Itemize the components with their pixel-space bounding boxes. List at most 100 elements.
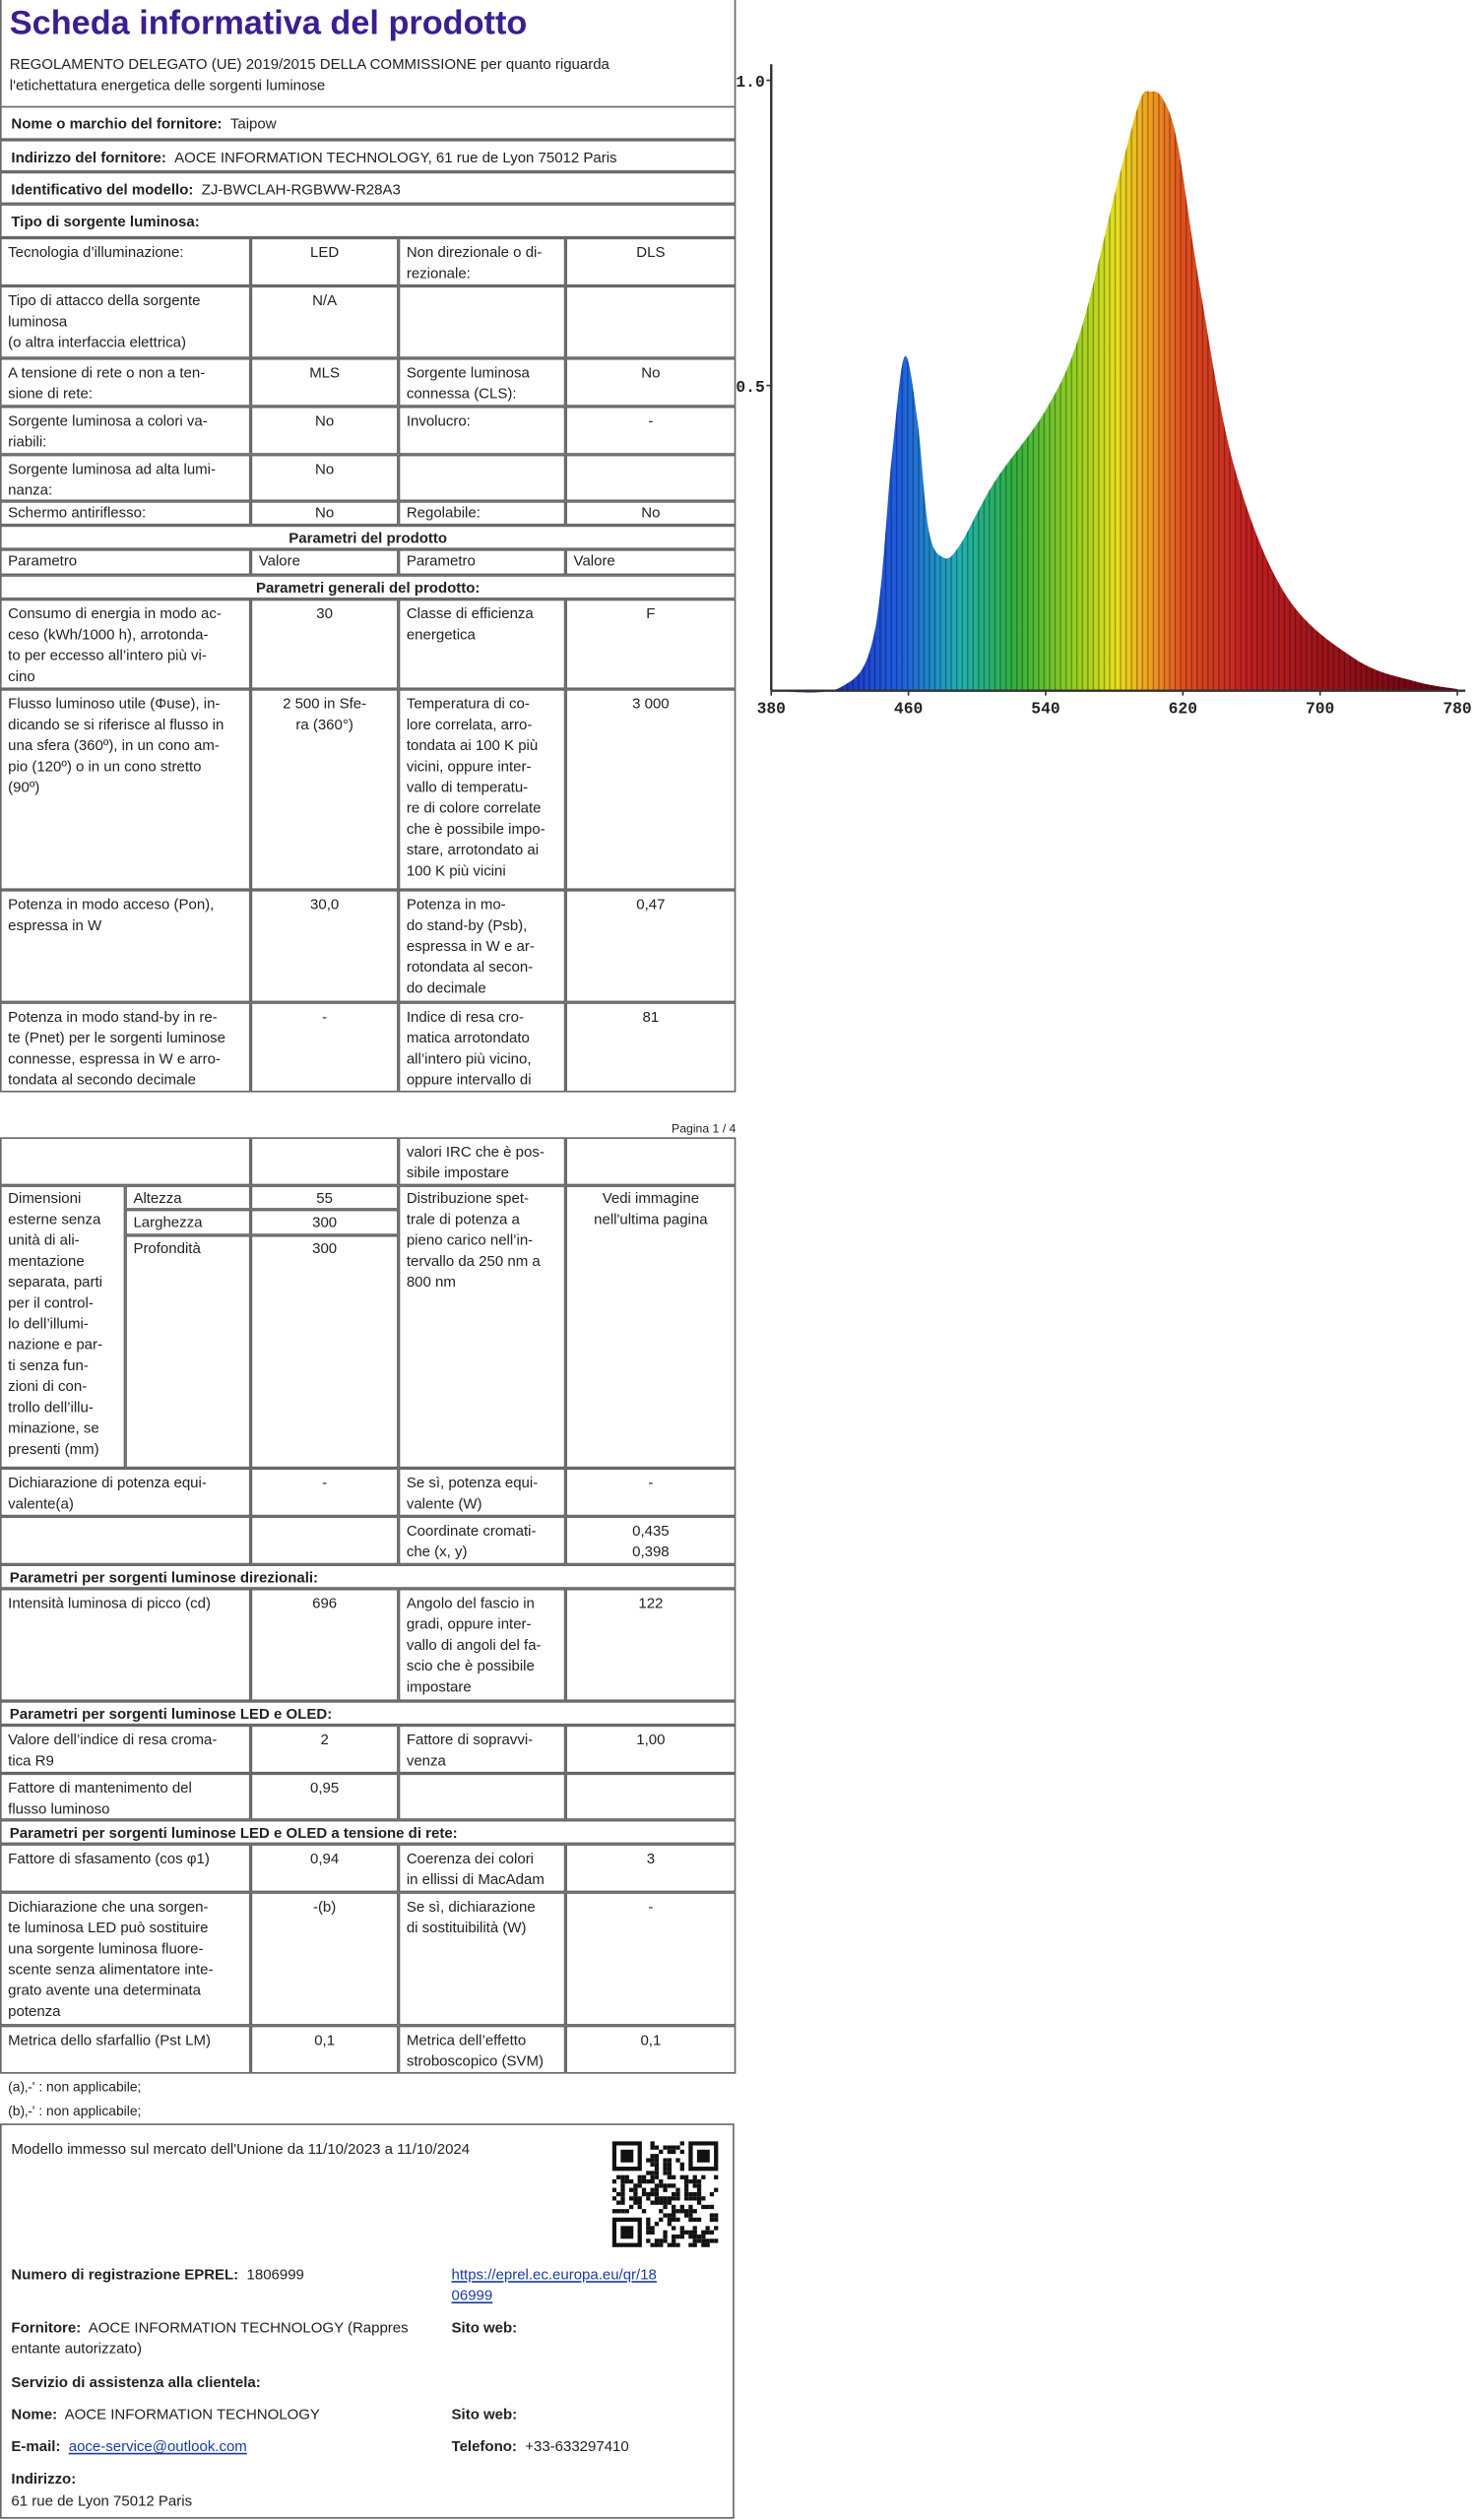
qr-module bbox=[688, 2191, 693, 2197]
cell-text: 2 500 in Sfe- bbox=[283, 695, 367, 712]
qr-module bbox=[620, 2191, 625, 2197]
cell-text: vallo di temperatu- bbox=[406, 779, 529, 795]
cell-text: Metrica dell’effetto bbox=[406, 2032, 527, 2048]
cell-text: Vedi immagine bbox=[602, 1190, 700, 1207]
qr-module bbox=[650, 2171, 655, 2175]
cell-text: Parametro bbox=[8, 552, 78, 569]
cell-text: vallo di angoli del fa- bbox=[406, 1636, 542, 1654]
section-heading: Parametri per sorgenti luminose LED e OL… bbox=[0, 1701, 737, 1726]
cell-text: nanza: bbox=[8, 481, 53, 498]
table-cell: Regolabile: bbox=[398, 501, 566, 526]
qr-module bbox=[696, 2217, 702, 2223]
cell-text: 0,398 bbox=[632, 1544, 670, 1560]
supplier-line: Tipo di sorgente luminosa: bbox=[11, 212, 725, 232]
cell-text: A tensione di rete o non a ten- bbox=[8, 364, 206, 381]
cell-text: ceso (kWh/1000 h), arrotonda- bbox=[8, 626, 209, 643]
qr-module bbox=[696, 2196, 702, 2201]
qr-module bbox=[672, 2217, 676, 2223]
eprel-link[interactable]: https://eprel.ec.europa.eu/qr/18 bbox=[451, 2266, 657, 2283]
table-cell: valori IRC che è pos-sibile impostare bbox=[398, 1137, 566, 1186]
table-cell: Valore bbox=[250, 549, 399, 576]
qr-module bbox=[659, 2217, 664, 2223]
qr-module bbox=[675, 2234, 680, 2239]
cell-text: 30 bbox=[316, 605, 333, 622]
table-cell: Parametro bbox=[398, 549, 566, 576]
qr-module bbox=[659, 2149, 664, 2155]
qr-module bbox=[667, 2171, 673, 2175]
qr-module bbox=[672, 2183, 676, 2188]
qr-module bbox=[672, 2149, 676, 2155]
qr-module bbox=[683, 2183, 689, 2188]
table-cell: LED bbox=[250, 237, 399, 286]
qr-module bbox=[641, 2209, 647, 2214]
cell-text: 0,1 bbox=[314, 2032, 336, 2048]
qr-module bbox=[692, 2178, 697, 2184]
qr-module bbox=[679, 2230, 684, 2235]
cell-text: do stand-by (Psb), bbox=[406, 916, 528, 934]
qr-module bbox=[688, 2213, 693, 2218]
table-cell: 300 bbox=[250, 1209, 399, 1235]
cell-text: Distribuzione spet- bbox=[406, 1190, 530, 1207]
table-cell: No bbox=[565, 501, 737, 526]
qr-module bbox=[672, 2145, 676, 2150]
value: ZJ-BWCLAH-RGBWW-R28A3 bbox=[201, 181, 401, 198]
table-cell: Se sì, potenza equi-valente (W) bbox=[398, 1468, 566, 1517]
cell-text: pio (120º) o in un cono stretto bbox=[8, 758, 202, 775]
qr-module bbox=[628, 2187, 634, 2192]
cell-text: zioni di con- bbox=[8, 1378, 88, 1395]
cell-text: Fattore di sfasamento (cos φ1) bbox=[8, 1850, 210, 1867]
qr-module bbox=[675, 2209, 680, 2214]
cell-text: grato avente una determinata bbox=[8, 1982, 202, 1998]
cell-text: 3 bbox=[646, 1850, 656, 1867]
cell-text: impostare bbox=[406, 1678, 472, 1695]
cell-text: Tecnologia d’illuminazione: bbox=[8, 244, 184, 261]
table-cell: 300 bbox=[250, 1234, 399, 1469]
qr-module bbox=[696, 2191, 702, 2197]
table-cell: Valore dell’indice di resa croma-tica R9 bbox=[0, 1725, 251, 1774]
spectrum-stripes bbox=[771, 91, 1458, 693]
cell-text: 300 bbox=[312, 1214, 338, 1230]
qr-module bbox=[616, 2200, 621, 2205]
cell-text: connessa (CLS): bbox=[406, 385, 517, 402]
qr-module bbox=[679, 2174, 684, 2179]
qr-module bbox=[714, 2174, 719, 2179]
table-cell: Metrica dell’effetto stroboscopico (SVM) bbox=[398, 2025, 566, 2074]
qr-module bbox=[611, 2209, 617, 2214]
table-cell bbox=[565, 1137, 737, 1186]
qr-module bbox=[654, 2145, 660, 2150]
value: AOCE INFORMATION TECHNOLOGY bbox=[64, 2406, 320, 2423]
qr-module bbox=[641, 2191, 647, 2197]
qr-module bbox=[663, 2187, 668, 2192]
qr-module bbox=[650, 2145, 655, 2150]
table-cell bbox=[250, 1137, 399, 1186]
cell-text: esterne senza bbox=[8, 1211, 101, 1228]
cell-text: No bbox=[641, 504, 661, 521]
qr-module bbox=[679, 2167, 684, 2172]
qr-module bbox=[654, 2171, 660, 2175]
qr-module bbox=[646, 2217, 651, 2223]
qr-module bbox=[650, 2242, 655, 2247]
spectrum-chart: 380 460 540 620 700 780 1.0 0.5 bbox=[736, 64, 1472, 719]
table-cell: 81 bbox=[565, 1002, 737, 1093]
label: Identificativo del modello: bbox=[11, 181, 194, 198]
qr-module bbox=[667, 2145, 673, 2150]
email-link[interactable]: aoce-service@outlook.com bbox=[68, 2438, 247, 2455]
qr-module bbox=[696, 2183, 702, 2188]
label: Nome: bbox=[11, 2406, 58, 2423]
qr-module bbox=[620, 2209, 625, 2214]
table-cell: Indice di resa cro-matica arrotondato all… bbox=[398, 1002, 566, 1093]
table-cell: A tensione di rete o non a ten-sione di … bbox=[0, 357, 251, 407]
qr-module bbox=[672, 2213, 676, 2218]
qr-module bbox=[672, 2234, 676, 2239]
cell-text: tondata ai 100 K più bbox=[406, 736, 539, 754]
qr-module bbox=[620, 2183, 625, 2188]
eprel-link[interactable]: 06999 bbox=[451, 2287, 493, 2304]
table-cell: Dichiarazione che una sorgen-te luminosa… bbox=[0, 1892, 251, 2026]
qr-module bbox=[705, 2226, 710, 2231]
cell-text: 0,47 bbox=[636, 896, 666, 913]
table-cell: 1,00 bbox=[565, 1725, 737, 1774]
qr-module bbox=[696, 2149, 710, 2163]
cell-text: (o altra interfaccia elettrica) bbox=[8, 334, 186, 350]
cell-text: tica R9 bbox=[8, 1752, 54, 1769]
supplier-row: Fornitore: AOCE INFORMATION TECHNOLOGY (… bbox=[11, 2318, 408, 2339]
